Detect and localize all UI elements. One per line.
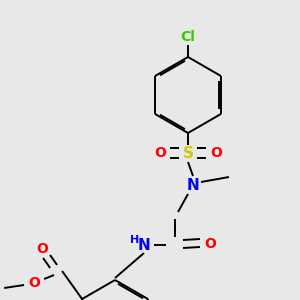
Text: N: N (138, 238, 150, 253)
Text: H: H (130, 235, 140, 245)
Text: S: S (182, 146, 194, 160)
Text: Cl: Cl (181, 30, 195, 44)
Text: O: O (204, 237, 216, 251)
Text: O: O (210, 146, 222, 160)
Text: O: O (36, 242, 48, 256)
Text: N: N (187, 178, 200, 193)
Text: O: O (154, 146, 166, 160)
Text: O: O (28, 276, 40, 290)
